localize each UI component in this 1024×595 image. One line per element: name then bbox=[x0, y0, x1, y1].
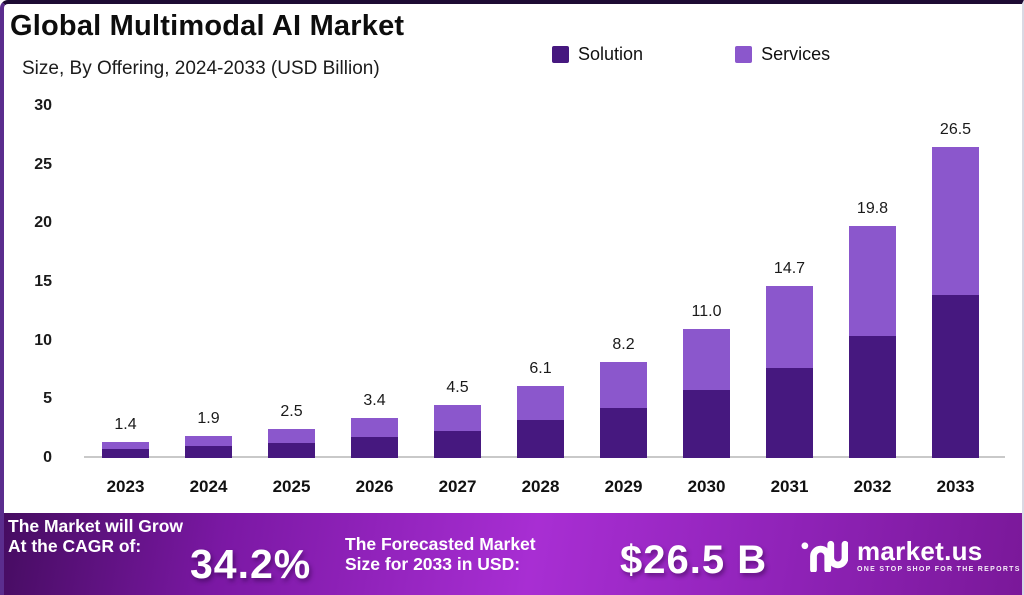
x-tick-label: 2029 bbox=[604, 477, 643, 496]
bar-segment-services bbox=[351, 418, 398, 437]
y-tick-label: 0 bbox=[43, 449, 52, 466]
cagr-value: 34.2% bbox=[190, 541, 312, 587]
legend-item-services: Services bbox=[735, 44, 830, 65]
bar-segment-solution bbox=[268, 442, 315, 458]
y-tick-label: 20 bbox=[34, 214, 52, 232]
forecast-value: $26.5 B bbox=[620, 538, 768, 582]
y-tick-label: 25 bbox=[34, 155, 52, 173]
chart-subtitle: Size, By Offering, 2024-2033 (USD Billio… bbox=[22, 58, 380, 79]
bar-segment-services bbox=[932, 147, 979, 295]
y-tick-label: 15 bbox=[34, 273, 52, 290]
forecast-intro-line1: The Forecasted Market bbox=[345, 534, 536, 554]
cagr-intro-line2: At the CAGR of: bbox=[8, 536, 142, 556]
bar-segment-solution bbox=[185, 446, 232, 458]
bar-total-label: 11.0 bbox=[691, 302, 722, 320]
bar-segment-solution bbox=[932, 294, 979, 458]
x-tick-label: 2032 bbox=[853, 477, 892, 496]
legend: Solution Services bbox=[552, 44, 830, 65]
marketus-logo: market.us ONE STOP SHOP FOR THE REPORTS bbox=[800, 538, 1021, 573]
x-tick-label: 2023 bbox=[106, 477, 145, 496]
bar-segment-services bbox=[683, 328, 730, 390]
bar-segment-services bbox=[434, 405, 481, 431]
bar-total-label: 6.1 bbox=[529, 360, 552, 378]
cagr-intro-text: The Market will Grow At the CAGR of: bbox=[8, 516, 183, 556]
bar-total-label: 1.9 bbox=[197, 409, 220, 427]
x-tick-label: 2024 bbox=[189, 477, 228, 496]
bar-segment-solution bbox=[849, 335, 896, 458]
bottom-banner: The Market will Grow At the CAGR of: 34.… bbox=[0, 513, 1024, 595]
bar-total-label: 4.5 bbox=[446, 379, 469, 397]
bar-segment-solution bbox=[683, 389, 730, 458]
bar-segment-solution bbox=[351, 436, 398, 458]
bar-total-label: 3.4 bbox=[363, 392, 386, 410]
solution-swatch-icon bbox=[552, 46, 569, 63]
forecast-intro-line2: Size for 2033 in USD: bbox=[345, 554, 521, 574]
bar-total-label: 14.7 bbox=[773, 259, 806, 277]
logo-tagline: ONE STOP SHOP FOR THE REPORTS bbox=[857, 566, 1021, 573]
legend-label-solution: Solution bbox=[578, 44, 644, 64]
bar-total-label: 1.4 bbox=[114, 415, 137, 433]
bar-total-label: 2.5 bbox=[280, 402, 303, 420]
x-tick-label: 2025 bbox=[272, 477, 311, 496]
bar-segment-services bbox=[766, 285, 813, 368]
bar-total-label: 8.2 bbox=[612, 335, 635, 353]
bar-total-label: 19.8 bbox=[856, 199, 889, 217]
bar-segment-solution bbox=[102, 448, 149, 458]
bar-segment-services bbox=[517, 386, 564, 421]
x-tick-label: 2031 bbox=[770, 477, 809, 496]
forecast-intro-text: The Forecasted Market Size for 2033 in U… bbox=[345, 534, 536, 574]
cagr-intro-line1: The Market will Grow bbox=[8, 516, 184, 536]
bar-segment-solution bbox=[766, 367, 813, 458]
x-tick-label: 2028 bbox=[521, 477, 560, 496]
x-tick-label: 2027 bbox=[438, 477, 477, 496]
y-tick-label: 30 bbox=[34, 97, 52, 114]
y-tick-label: 10 bbox=[34, 331, 52, 349]
bar-segment-services bbox=[185, 435, 232, 447]
x-tick-label: 2026 bbox=[355, 477, 394, 496]
legend-label-services: Services bbox=[761, 44, 831, 64]
logo-name: market.us bbox=[857, 536, 983, 566]
bar-segment-solution bbox=[600, 407, 647, 458]
bar-segment-services bbox=[268, 428, 315, 443]
legend-item-solution: Solution bbox=[552, 44, 643, 65]
marketus-logo-mark-icon bbox=[801, 540, 848, 572]
bar-segment-services bbox=[102, 441, 149, 449]
bar-segment-solution bbox=[434, 431, 481, 458]
chart-title: Global Multimodal AI Market bbox=[10, 10, 405, 42]
services-swatch-icon bbox=[735, 46, 753, 63]
bar-total-label: 26.5 bbox=[939, 121, 972, 139]
x-tick-label: 2030 bbox=[687, 477, 726, 496]
bar-segment-services bbox=[600, 361, 647, 408]
bar-segment-solution bbox=[517, 420, 564, 458]
logo-text-block: market.us ONE STOP SHOP FOR THE REPORTS bbox=[857, 538, 1021, 573]
bar-segment-services bbox=[849, 225, 896, 336]
y-tick-label: 5 bbox=[43, 390, 52, 408]
x-tick-label: 2033 bbox=[936, 477, 975, 496]
